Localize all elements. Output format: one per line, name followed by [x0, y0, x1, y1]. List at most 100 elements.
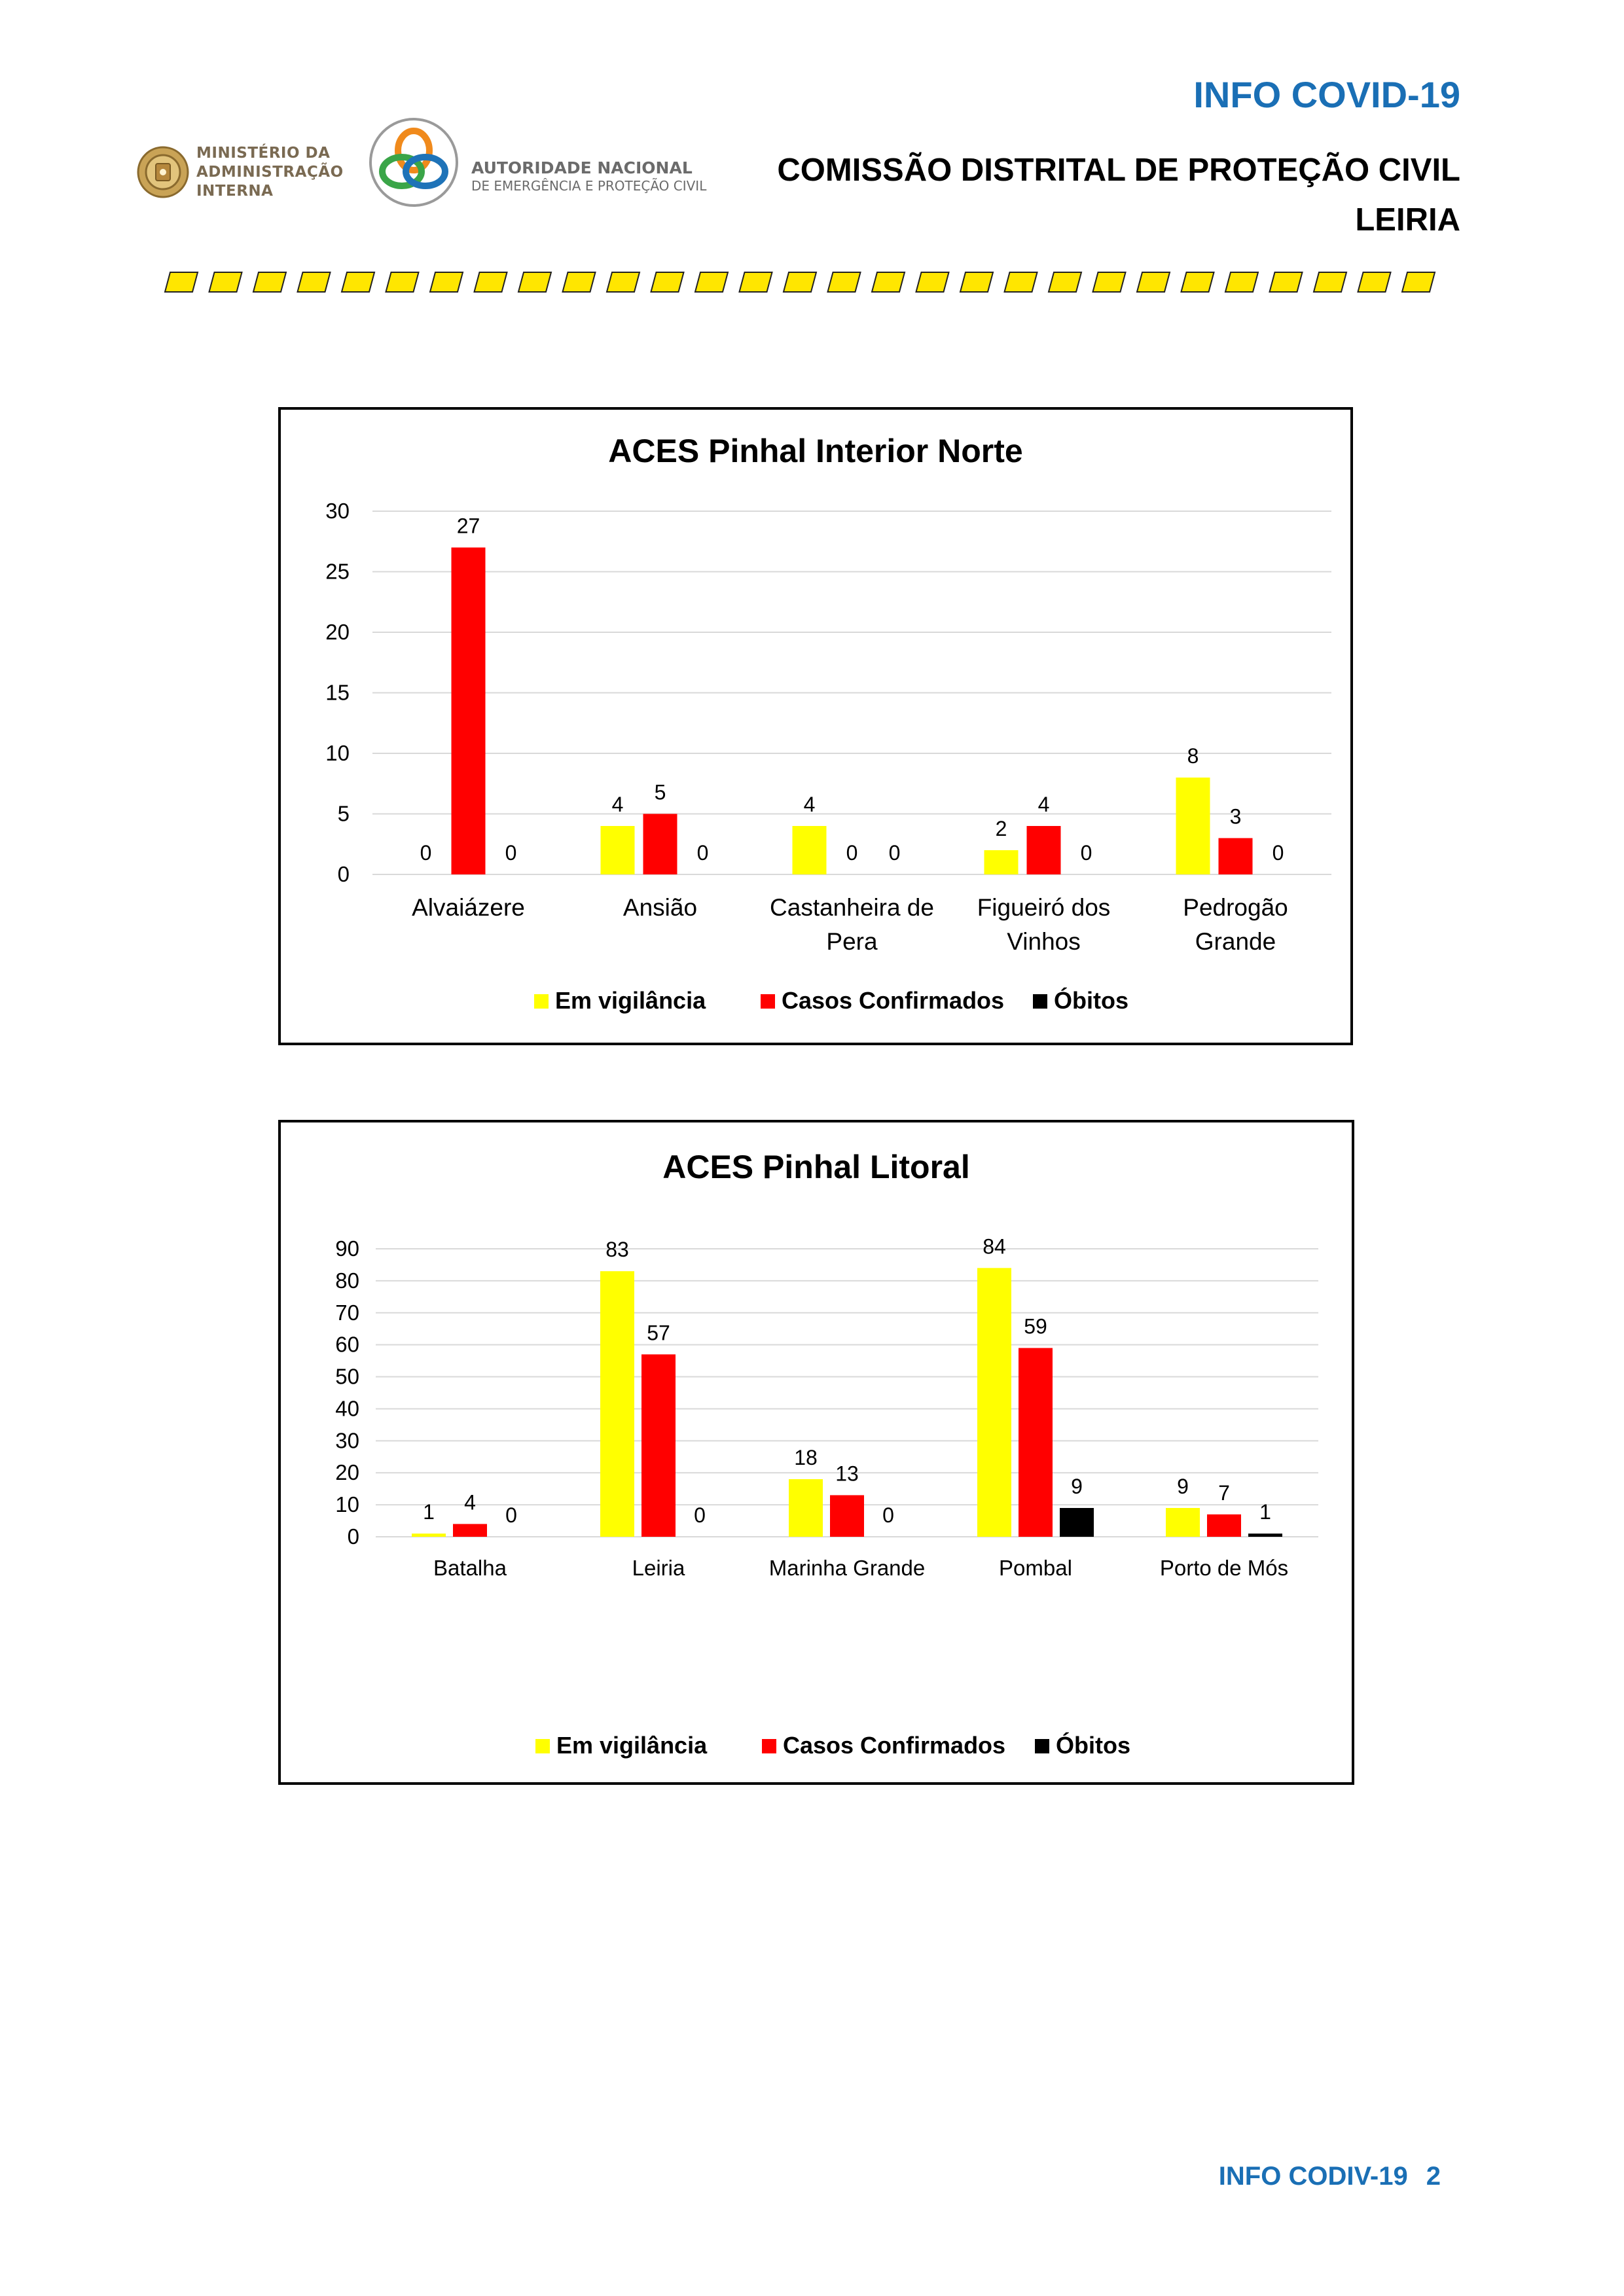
y-tick-label: 30: [335, 1428, 359, 1452]
legend-label: Óbitos: [1054, 986, 1128, 1014]
stripe-segment: [827, 272, 861, 293]
legend-label: Casos Confirmados: [783, 1732, 1005, 1759]
page-footer: INFO CODIV-19 2: [1219, 2162, 1441, 2191]
ministry-name: MINISTÉRIO DA ADMINISTRAÇÃO INTERNA: [196, 144, 344, 201]
legend-swatch: [761, 994, 775, 1009]
bar: [789, 1479, 823, 1537]
stripe-segment: [429, 272, 464, 293]
stripe-segment: [252, 272, 287, 293]
stripe-segment: [1224, 272, 1259, 293]
x-category-label: Figueiró dos: [977, 894, 1111, 921]
data-label: 59: [1024, 1315, 1047, 1338]
bar: [641, 1354, 676, 1537]
y-tick-label: 25: [325, 560, 350, 584]
stripe-segment: [650, 272, 685, 293]
data-label: 13: [835, 1462, 859, 1485]
stripe-segment: [1312, 272, 1348, 293]
bar: [1019, 1348, 1053, 1537]
anepc-name-line-2: DE EMERGÊNCIA E PROTEÇÃO CIVIL: [471, 178, 707, 194]
x-category-label: Marinha Grande: [769, 1556, 925, 1580]
ministry-line-3: INTERNA: [196, 183, 274, 200]
stripe-segment: [1136, 272, 1171, 293]
anepc-name-line-1: AUTORIDADE NACIONAL: [471, 158, 693, 177]
data-label: 4: [464, 1490, 476, 1514]
data-label: 9: [1177, 1475, 1189, 1498]
bar: [451, 547, 486, 874]
x-category-label: Grande: [1195, 928, 1276, 955]
data-label: 27: [457, 514, 480, 538]
y-tick-label: 80: [335, 1268, 359, 1293]
chart-pinhal-interior-norte: ACES Pinhal Interior Norte 0 5 10 15 20 25 30 0 2…: [278, 407, 1353, 1045]
y-tick-label: 15: [325, 681, 350, 705]
stripe-segment: [871, 272, 906, 293]
district-title: LEIRIA: [1355, 202, 1460, 238]
legend-label: Em vigilância: [555, 987, 706, 1014]
x-category-label: Alvaiázere: [412, 894, 525, 921]
legend-swatch: [535, 1739, 550, 1753]
data-label: 0: [694, 1503, 706, 1527]
legend-swatch: [1035, 1739, 1049, 1753]
x-category-label: Pera: [826, 928, 878, 955]
x-category-label: Batalha: [433, 1556, 507, 1580]
data-label: 1: [1259, 1500, 1271, 1524]
data-label: 0: [505, 841, 517, 865]
bar: [830, 1495, 864, 1537]
x-category-label: Porto de Mós: [1160, 1556, 1288, 1580]
bar: [600, 1271, 634, 1537]
data-label: 3: [1230, 805, 1242, 829]
x-category-label: Ansião: [623, 894, 697, 921]
bar: [984, 850, 1019, 874]
data-label: 18: [794, 1446, 818, 1469]
data-label: 4: [804, 793, 816, 816]
y-tick-label: 40: [335, 1396, 359, 1420]
data-label: 7: [1218, 1481, 1230, 1505]
x-category-label: Leiria: [632, 1556, 685, 1580]
y-tick-label: 10: [335, 1492, 359, 1516]
y-tick-label: 5: [338, 802, 350, 826]
ministry-line-2: ADMINISTRAÇÃO: [196, 164, 344, 181]
data-label: 4: [612, 793, 624, 816]
stripe-segment: [473, 272, 508, 293]
stripe-segment: [208, 272, 243, 293]
bar: [792, 826, 827, 874]
data-label: 57: [647, 1321, 670, 1344]
bar: [1060, 1508, 1094, 1537]
legend-label: Em vigilância: [556, 1732, 708, 1759]
y-tick-label: 0: [338, 862, 350, 886]
stripe-segment: [1401, 272, 1436, 293]
data-label: 0: [420, 841, 432, 865]
page-number: 2: [1426, 2162, 1441, 2191]
page-title: INFO COVID-19: [1193, 74, 1460, 115]
data-label: 1: [423, 1500, 435, 1524]
stripe-segment: [297, 272, 331, 293]
bar: [1207, 1514, 1241, 1537]
data-label: 8: [1187, 744, 1199, 768]
y-tick-label: 0: [348, 1524, 359, 1549]
stripe-segment: [1357, 272, 1392, 293]
data-label: 0: [697, 841, 709, 865]
y-tick-label: 50: [335, 1365, 359, 1389]
stripe-segment: [915, 272, 950, 293]
ministry-seal-icon: [137, 146, 189, 198]
chart-title: ACES Pinhal Litoral: [662, 1149, 970, 1185]
y-tick-label: 30: [325, 499, 350, 523]
bar: [600, 826, 635, 874]
bar: [1248, 1534, 1282, 1537]
x-category-label: Vinhos: [1007, 928, 1080, 955]
data-label: 0: [889, 841, 901, 865]
bar: [977, 1268, 1011, 1537]
data-label: 84: [983, 1234, 1006, 1258]
stripe-segment: [562, 272, 596, 293]
x-category-label: Castanheira de: [770, 894, 934, 921]
stripe-segment: [782, 272, 818, 293]
data-label: 2: [996, 817, 1007, 840]
data-label: 5: [655, 781, 666, 804]
stripe-segment: [738, 272, 773, 293]
x-category-label: Pedrogão: [1183, 894, 1288, 921]
stripe-segment: [385, 272, 420, 293]
chart-pinhal-interior-norte-svg: ACES Pinhal Interior Norte05101520253002…: [325, 433, 1331, 1014]
bar: [1026, 826, 1061, 874]
bar: [1176, 778, 1210, 874]
y-tick-label: 20: [335, 1460, 359, 1484]
